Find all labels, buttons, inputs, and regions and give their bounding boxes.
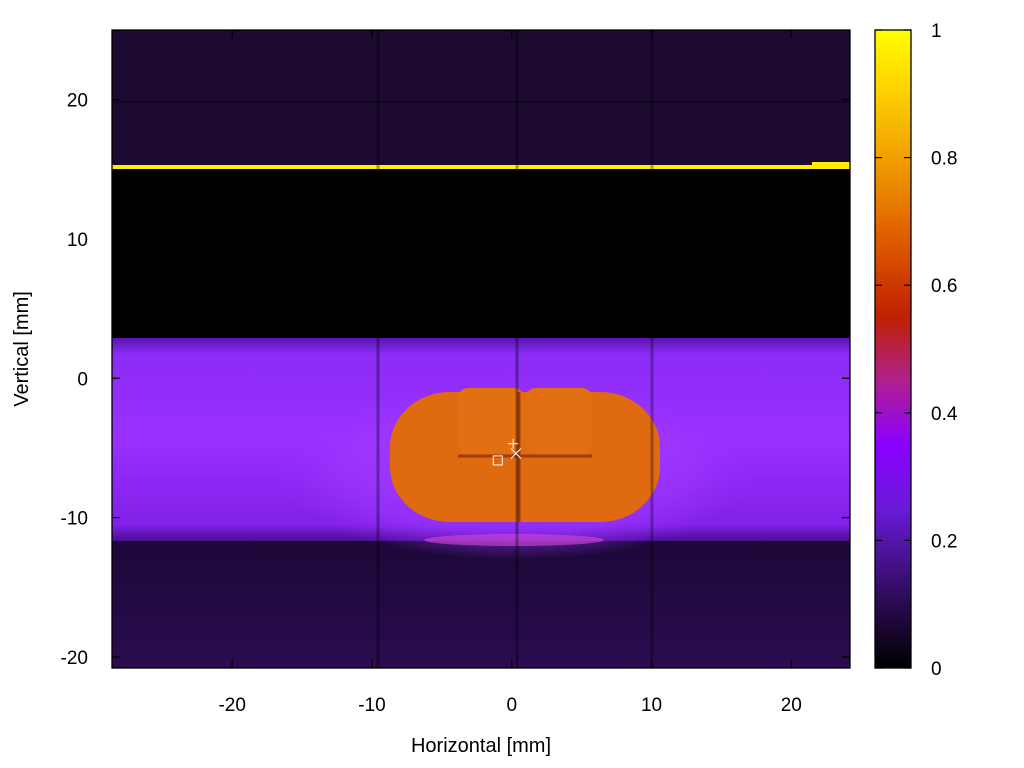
x-axis: -20 -10 0 10 20 <box>218 30 802 716</box>
bright-line-end <box>812 162 850 168</box>
colorbar-tick-label: 0.8 <box>931 149 957 170</box>
x-tick-label: -20 <box>218 695 245 716</box>
x-tick-label: -10 <box>358 695 385 716</box>
background-bottom <box>112 541 850 668</box>
x-tick-label: 20 <box>781 695 802 716</box>
lower-highlight <box>424 534 604 546</box>
background-top <box>112 30 850 166</box>
x-axis-label: Horizontal [mm] <box>411 735 551 757</box>
orange-lobe-left <box>458 388 524 454</box>
y-tick-label: -10 <box>61 509 88 530</box>
y-tick-label: -20 <box>61 648 88 669</box>
y-tick-label: 20 <box>67 91 88 112</box>
y-axis-label: Vertical [mm] <box>11 291 33 407</box>
square-marker <box>492 455 503 466</box>
colorbar-tick-label: 1 <box>931 21 942 42</box>
orange-lobe-right <box>526 388 592 454</box>
x-tick-label: 0 <box>506 695 517 716</box>
heatmap-image <box>112 30 850 668</box>
y-axis: -20 -10 0 10 20 <box>61 91 850 669</box>
colorbar-tick-label: 0.6 <box>931 276 957 297</box>
bright-line <box>112 165 850 169</box>
plot-frame <box>111 29 851 669</box>
colorbar-tick-label: 0 <box>931 659 942 680</box>
y-tick-label: 10 <box>67 230 88 251</box>
colorbar-gradient <box>874 29 912 669</box>
x-tick-label: 10 <box>641 695 662 716</box>
markers <box>492 438 522 466</box>
cross-marker <box>510 448 522 459</box>
colorbar-tick-label: 0.4 <box>931 404 958 425</box>
colorbar-tick-label: 0.2 <box>931 531 957 552</box>
dark-band <box>112 169 850 338</box>
colorbar: 0 0.2 0.4 0.6 0.8 1 <box>874 21 958 680</box>
y-tick-label: 0 <box>77 369 88 390</box>
plus-marker <box>508 438 519 449</box>
colorbar-ticks: 0 0.2 0.4 0.6 0.8 1 <box>875 21 958 680</box>
